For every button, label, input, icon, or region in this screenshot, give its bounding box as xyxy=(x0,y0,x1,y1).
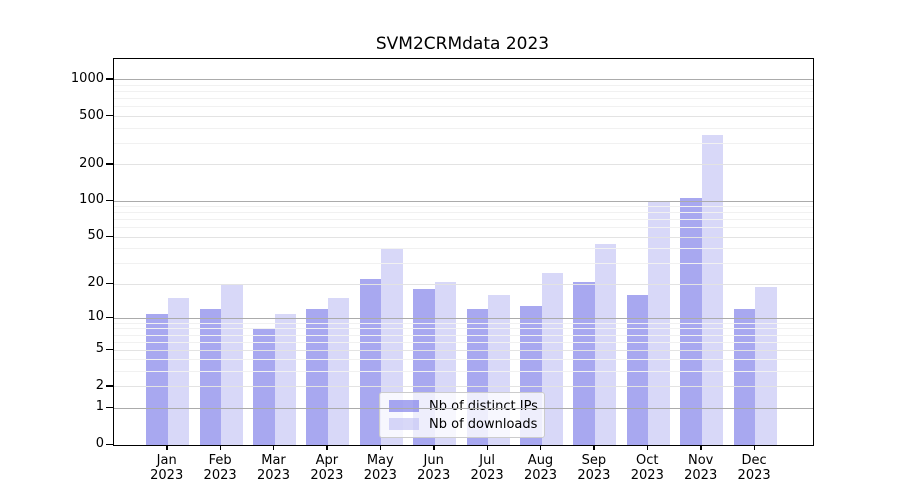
x-tick-mark-apr xyxy=(326,445,328,450)
gridline-300 xyxy=(114,142,813,144)
x-tick-label-jul: Jul 2023 xyxy=(470,453,504,483)
y-tick-mark-500 xyxy=(106,115,113,117)
bar-nov-distinct-ips xyxy=(680,197,702,445)
y-tick-label-2: 2 xyxy=(95,377,104,393)
gridline-70 xyxy=(114,219,813,221)
y-tick-mark-5 xyxy=(106,348,113,351)
y-tick-label-500: 500 xyxy=(79,107,104,123)
gridline-1000 xyxy=(114,79,813,81)
y-tick-mark-1000 xyxy=(106,78,113,80)
gridline-600 xyxy=(114,106,813,108)
gridline-200 xyxy=(114,164,813,166)
x-tick-label-feb: Feb 2023 xyxy=(203,453,237,483)
x-tick-label-jan: Jan 2023 xyxy=(150,453,184,483)
y-tick-mark-1 xyxy=(106,406,113,409)
legend: Nb of distinct IPs Nb of downloads xyxy=(379,392,545,438)
gridline-9 xyxy=(114,322,813,324)
x-tick-label-oct: Oct 2023 xyxy=(630,453,664,483)
bar-feb-downloads xyxy=(221,284,243,445)
gridline-700 xyxy=(114,98,813,100)
chart-title: SVM2CRMdata 2023 xyxy=(375,34,550,54)
bar-oct-distinct-ips xyxy=(626,295,649,445)
gridline-500 xyxy=(114,116,813,118)
y-tick-mark-50 xyxy=(106,235,113,238)
gridline-6 xyxy=(114,341,813,343)
gridline-4 xyxy=(114,359,813,361)
bar-dec-downloads xyxy=(755,286,777,445)
legend-row-downloads: Nb of downloads xyxy=(389,416,538,432)
x-tick-mark-nov xyxy=(700,445,702,450)
x-tick-mark-oct xyxy=(646,445,649,450)
gridline-80 xyxy=(114,212,813,214)
gridline-60 xyxy=(114,227,813,229)
gridline-800 xyxy=(114,91,813,93)
x-tick-mark-jan xyxy=(166,445,168,450)
gridline-20 xyxy=(114,283,813,285)
legend-swatch-downloads xyxy=(389,418,419,430)
bar-sep-downloads xyxy=(594,243,617,445)
gridline-5 xyxy=(114,349,813,351)
y-tick-mark-20 xyxy=(106,282,113,285)
gridline-8 xyxy=(114,328,813,330)
y-tick-label-1: 1 xyxy=(95,399,104,415)
bar-feb-distinct-ips xyxy=(199,309,222,445)
bar-dec-distinct-ips xyxy=(733,309,756,445)
x-tick-label-sep: Sep 2023 xyxy=(577,453,611,483)
x-tick-label-apr: Apr 2023 xyxy=(310,453,344,483)
x-tick-label-mar: Mar 2023 xyxy=(256,453,291,483)
gridline-100 xyxy=(114,200,813,202)
gridline-900 xyxy=(114,85,813,86)
x-tick-label-nov: Nov 2023 xyxy=(684,453,718,483)
x-tick-label-may: May 2023 xyxy=(363,453,397,483)
x-tick-mark-mar xyxy=(273,445,275,450)
bar-apr-distinct-ips xyxy=(306,309,328,445)
x-tick-mark-feb xyxy=(219,445,221,450)
y-tick-label-50: 50 xyxy=(87,228,104,244)
x-tick-label-jun: Jun 2023 xyxy=(417,453,451,483)
y-tick-label-0: 0 xyxy=(95,436,104,451)
x-tick-mark-may xyxy=(379,445,382,450)
x-tick-mark-jul xyxy=(486,445,488,450)
gridline-50 xyxy=(114,236,813,238)
bar-sep-distinct-ips xyxy=(573,281,595,445)
gridline-10 xyxy=(114,317,813,319)
gridline-30 xyxy=(114,263,813,265)
y-tick-mark-10 xyxy=(106,316,113,319)
plot-area: Nb of distinct IPs Nb of downloads xyxy=(113,58,814,446)
gridline-7 xyxy=(114,334,813,336)
x-tick-mark-jun xyxy=(433,445,435,450)
x-tick-label-aug: Aug 2023 xyxy=(523,453,558,483)
bar-aug-downloads xyxy=(541,272,563,445)
gridline-400 xyxy=(114,127,813,129)
bar-mar-downloads xyxy=(274,313,296,445)
gridline-40 xyxy=(114,248,813,250)
legend-row-distinct-ips: Nb of distinct IPs xyxy=(389,398,538,414)
y-tick-label-5: 5 xyxy=(95,341,104,357)
bar-may-distinct-ips xyxy=(359,279,382,445)
y-tick-mark-0 xyxy=(106,443,113,445)
y-tick-label-10: 10 xyxy=(87,309,104,325)
x-tick-label-dec: Dec 2023 xyxy=(737,453,771,483)
x-tick-mark-aug xyxy=(540,445,542,450)
gridline-3 xyxy=(114,371,813,373)
gridline-1 xyxy=(114,407,813,409)
bar-jan-distinct-ips xyxy=(146,313,168,445)
x-tick-mark-dec xyxy=(753,445,755,450)
gridline-90 xyxy=(114,206,813,208)
gridline-2 xyxy=(114,386,813,388)
y-tick-label-100: 100 xyxy=(79,192,104,208)
bar-nov-downloads xyxy=(701,135,724,445)
legend-label-distinct-ips: Nb of distinct IPs xyxy=(429,398,538,414)
y-tick-label-200: 200 xyxy=(79,155,104,171)
y-tick-label-20: 20 xyxy=(87,275,104,291)
y-tick-label-1000: 1000 xyxy=(70,70,104,86)
y-tick-mark-200 xyxy=(106,163,113,165)
y-tick-mark-100 xyxy=(106,199,113,202)
y-tick-mark-2 xyxy=(106,385,113,387)
legend-label-downloads: Nb of downloads xyxy=(429,416,538,432)
x-tick-mark-sep xyxy=(593,445,595,450)
legend-swatch-distinct-ips xyxy=(389,400,419,412)
